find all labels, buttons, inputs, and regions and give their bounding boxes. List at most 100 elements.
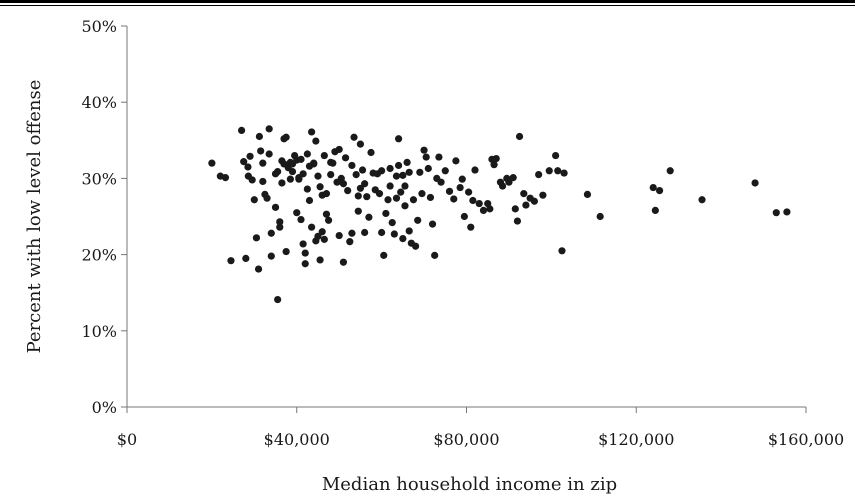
data-point [208,159,216,167]
data-point [327,170,335,179]
data-point [479,206,488,215]
data-point [240,158,248,166]
data-point [350,133,358,141]
data-point [348,229,356,237]
data-point [320,235,328,243]
data-point [401,182,409,190]
data-point [772,209,780,217]
y-tick-label: 40% [81,93,117,112]
x-axis-title: Median household income in zip [322,474,617,495]
data-point [399,234,407,243]
data-point [492,154,500,163]
data-point [282,247,290,256]
data-point [490,161,498,169]
x-tick-label: $80,000 [433,430,499,449]
data-point [367,148,375,157]
data-point [560,169,568,177]
data-point [308,128,316,136]
data-point [469,196,477,205]
data-point [354,207,362,215]
data-point [221,174,230,182]
y-ticks: 0% 10% 20% 30% 40% 50% [81,17,127,417]
data-point [384,196,392,204]
data-point [395,161,403,170]
data-point [346,238,354,246]
data-point [339,180,348,188]
data-point [335,145,343,154]
data-point [303,150,311,158]
data-point [583,190,592,199]
data-point [348,161,356,170]
data-point [297,155,305,163]
data-point [293,209,301,217]
data-point [513,217,522,225]
data-point [651,206,659,215]
data-point [250,196,258,204]
data-point [335,231,343,240]
data-point [278,179,286,187]
y-tick-label: 10% [81,322,117,341]
data-point [409,196,418,204]
data-point [274,167,282,176]
data-point [255,132,264,141]
data-point [274,295,282,304]
data-point [522,201,530,209]
data-point [310,160,318,168]
data-point [380,251,388,259]
data-point [303,185,311,193]
data-point [450,195,458,203]
data-point [751,179,759,187]
data-point [666,167,674,175]
data-point [282,133,290,141]
data-point [378,228,386,237]
data-point [649,183,657,192]
data-point [314,232,322,240]
data-point [405,168,413,176]
data-point [520,190,528,198]
data-point [596,212,604,221]
x-tick-label: $40,000 [264,430,330,449]
data-point [242,254,250,263]
data-point [431,251,439,259]
data-point [452,157,460,165]
data-point [505,178,513,186]
data-point [265,150,273,158]
data-point [246,152,254,160]
data-point [783,208,791,216]
data-point [286,175,294,183]
y-tick-label: 0% [92,398,117,417]
data-point [312,137,320,145]
data-point [314,172,322,180]
data-point [424,164,432,173]
data-point [515,132,524,141]
x-ticks: $0 $40,000 $80,000 $120,000 $160,000 [117,407,844,449]
data-point [458,175,466,183]
data-point [297,215,305,224]
data-point [237,126,246,134]
data-point [420,146,428,154]
data-point [375,190,384,198]
data-point [416,168,424,176]
top-border-thin [0,5,855,6]
data-point [267,229,275,237]
data-point [441,167,449,175]
data-point [698,196,706,204]
data-point [322,210,331,218]
data-point [341,154,350,162]
data-point [554,167,562,175]
data-point [498,182,507,190]
data-point [254,265,263,273]
data-point [361,180,369,188]
data-point [511,205,519,213]
data-point [252,234,261,242]
data-point [276,223,284,231]
data-point [392,172,401,180]
data-point [465,188,473,196]
data-point [471,166,479,174]
data-point [386,164,394,173]
data-point [265,125,273,133]
data-point [259,177,267,186]
data-point [552,151,560,160]
data-point [456,183,464,192]
